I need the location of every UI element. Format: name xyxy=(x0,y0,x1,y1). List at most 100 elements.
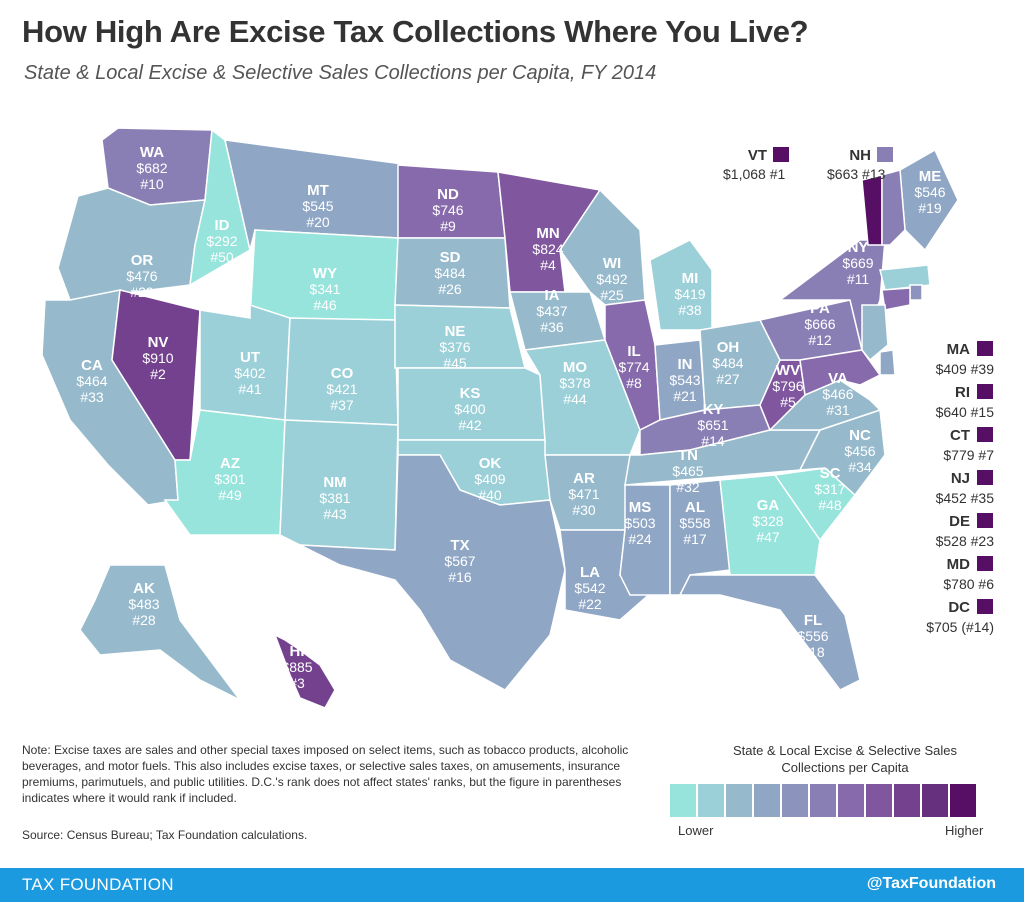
state-label-ut: UT$402#41 xyxy=(234,349,265,397)
state-value: $885 xyxy=(281,659,312,675)
state-label-wy: WY$341#46 xyxy=(309,265,340,313)
state-abbr: ND xyxy=(437,186,459,203)
state-abbr: WI xyxy=(603,255,621,272)
state-abbr: TN xyxy=(678,447,698,464)
callout-abbr: DC xyxy=(948,599,970,616)
callout-swatch xyxy=(977,513,993,528)
state-value: $567 xyxy=(444,553,475,569)
state-abbr: TX xyxy=(450,537,469,554)
state-label-wv: WV$796#5 xyxy=(772,362,803,410)
state-de xyxy=(879,349,896,376)
state-value: $317 xyxy=(814,481,845,497)
legend-swatch xyxy=(698,784,724,817)
state-rank: #37 xyxy=(330,397,354,413)
state-label-id: ID$292#50 xyxy=(206,217,237,265)
callout-value: $640 #15 xyxy=(936,404,995,420)
state-value: $542 xyxy=(574,580,605,596)
state-abbr: IA xyxy=(545,287,560,304)
state-rank: #41 xyxy=(238,381,262,397)
state-vt xyxy=(861,174,883,246)
state-ri xyxy=(909,284,923,301)
state-label-co: CO$421#37 xyxy=(326,365,357,413)
state-label-me: ME$546#19 xyxy=(914,168,945,216)
callout-swatch xyxy=(773,147,789,162)
callout-value: $1,068 #1 xyxy=(723,166,785,182)
state-value: $471 xyxy=(568,486,599,502)
callout-abbr: MA xyxy=(947,341,970,358)
state-ak xyxy=(79,564,241,701)
callout-de: DE $528 #23 xyxy=(936,513,994,549)
state-abbr: MI xyxy=(682,270,699,287)
state-label-nc: NC$456#34 xyxy=(844,427,875,475)
state-abbr: AK xyxy=(133,580,155,597)
state-label-mn: MN$824#4 xyxy=(532,225,563,273)
state-label-sd: SD$484#26 xyxy=(434,249,465,297)
state-abbr: ID xyxy=(215,217,230,234)
state-value: $376 xyxy=(439,339,470,355)
state-value: $484 xyxy=(712,355,743,371)
callout-value: $663 #13 xyxy=(827,166,886,182)
state-value: $503 xyxy=(624,515,655,531)
state-label-mt: MT$545#20 xyxy=(302,182,333,230)
state-value: $456 xyxy=(844,443,875,459)
state-abbr: UT xyxy=(240,349,260,366)
state-nh xyxy=(881,169,906,246)
state-value: $381 xyxy=(319,490,350,506)
state-label-or: OR$476#29 xyxy=(126,252,157,300)
state-label-oh: OH$484#27 xyxy=(712,339,743,387)
state-rank: #24 xyxy=(628,531,652,547)
state-abbr: FL xyxy=(804,612,822,629)
state-abbr: NY xyxy=(848,239,869,256)
state-rank: #32 xyxy=(676,479,700,495)
state-rank: #34 xyxy=(848,459,872,475)
state-rank: #11 xyxy=(847,271,870,287)
state-label-ne: NE$376#45 xyxy=(439,323,470,371)
state-abbr: GA xyxy=(757,497,780,514)
legend-swatch xyxy=(754,784,780,817)
legend-swatch xyxy=(782,784,808,817)
footer-brand: TAX FOUNDATION xyxy=(22,875,174,894)
state-value: $402 xyxy=(234,365,265,381)
state-rank: #18 xyxy=(801,644,825,660)
legend-title: State & Local Excise & Selective Sales C… xyxy=(732,743,957,775)
state-rank: #50 xyxy=(210,249,234,265)
state-value: $465 xyxy=(672,463,703,479)
state-rank: #28 xyxy=(132,612,156,628)
callout-abbr: DE xyxy=(949,513,970,530)
legend-swatch xyxy=(950,784,976,817)
state-rank: #43 xyxy=(323,506,347,522)
state-value: $476 xyxy=(126,268,157,284)
callout-value: $779 #7 xyxy=(943,447,994,463)
state-rank: #30 xyxy=(572,502,596,518)
source-text: Source: Census Bureau; Tax Foundation ca… xyxy=(22,828,308,842)
state-value: $824 xyxy=(532,241,563,257)
state-abbr: AL xyxy=(685,499,705,516)
callout-swatch xyxy=(877,147,893,162)
state-abbr: KS xyxy=(460,385,481,402)
state-hi xyxy=(273,633,336,709)
state-label-ak: AK$483#28 xyxy=(128,580,159,628)
state-value: $669 xyxy=(842,255,873,271)
state-abbr: KY xyxy=(703,401,724,418)
state-value: $543 xyxy=(669,372,700,388)
state-mi xyxy=(649,239,713,331)
state-rank: #36 xyxy=(540,319,564,335)
state-value: $400 xyxy=(454,401,485,417)
state-abbr: NV xyxy=(148,334,169,351)
callout-ma: MA $409 #39 xyxy=(936,341,994,377)
legend-swatch xyxy=(838,784,864,817)
note-text: Note: Excise taxes are sales and other s… xyxy=(22,743,629,805)
state-value: $464 xyxy=(76,373,107,389)
state-rank: #25 xyxy=(600,287,624,303)
legend-swatches xyxy=(670,784,976,817)
state-label-wa: WA$682#10 xyxy=(136,144,167,192)
legend-swatch xyxy=(894,784,920,817)
callout-ri: RI $640 #15 xyxy=(936,384,995,420)
footer-handle[interactable]: @TaxFoundation xyxy=(866,875,996,892)
state-abbr: MO xyxy=(563,359,587,376)
state-label-wi: WI$492#25 xyxy=(596,255,627,303)
state-value: $378 xyxy=(559,375,590,391)
state-abbr: AR xyxy=(573,470,595,487)
state-rank: #5 xyxy=(780,394,796,410)
